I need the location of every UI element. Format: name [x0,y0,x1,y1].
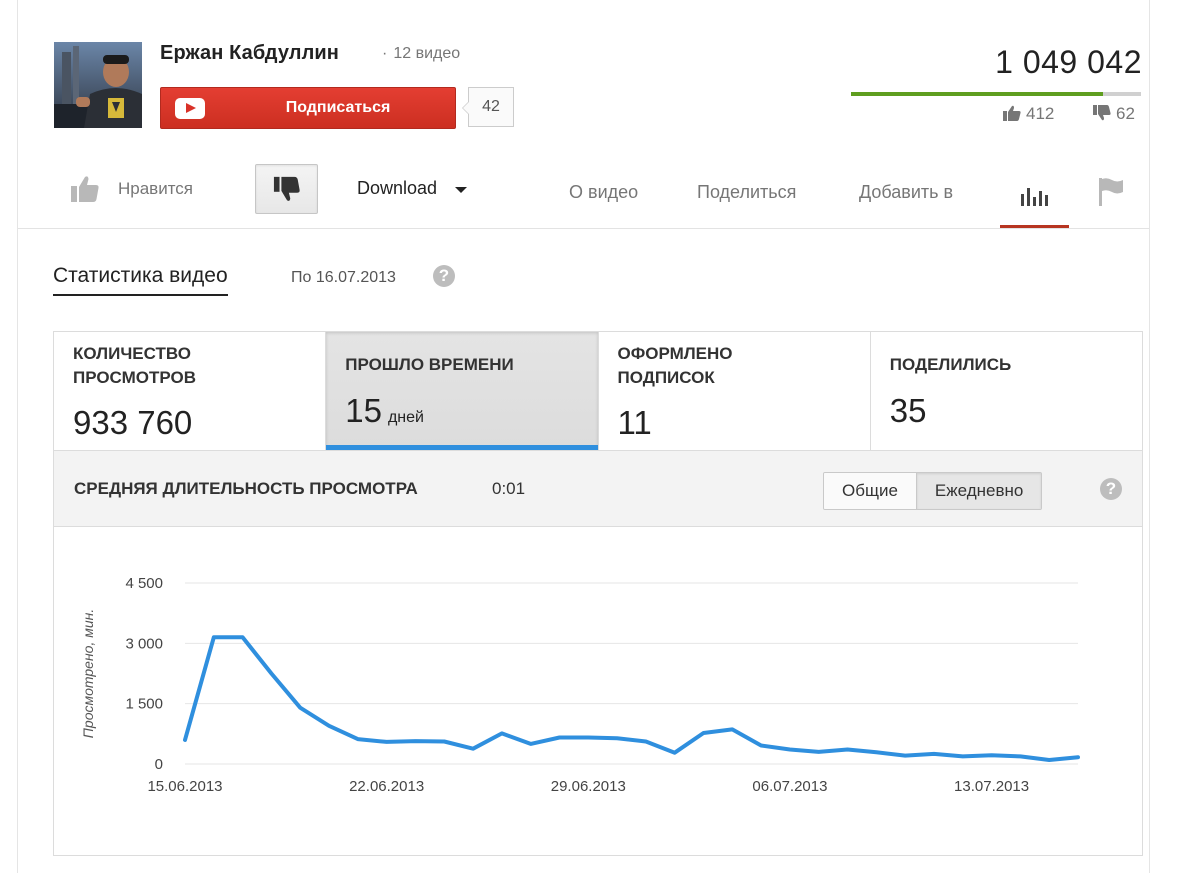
toggle-daily[interactable]: Ежедневно [915,473,1042,509]
stats-title: Статистика видео [53,264,228,296]
x-tick-label: 13.07.2013 [954,778,1029,795]
download-button[interactable]: Download [357,178,468,199]
active-tab-indicator [1000,225,1069,228]
right-border [1149,0,1150,873]
tab-add-to[interactable]: Добавить в [859,182,954,202]
x-tick-label: 06.07.2013 [752,778,827,795]
x-tick-label: 29.06.2013 [551,778,626,795]
like-label: Нравится [118,179,194,198]
metric-shares-label: ПОДЕЛИЛИСЬ [889,355,1012,374]
like-ratio-fill [851,92,1104,96]
avg-duration-bar: СРЕДНЯЯ ДЛИТЕЛЬНОСТЬ ПРОСМОТРА 0:01 Общи… [53,451,1143,527]
flag-icon [1099,178,1123,206]
y-tick-label: 3 000 [125,635,163,652]
download-label: Download [357,178,438,198]
header-divider [18,228,1149,229]
y-tick-label: 4 500 [125,575,163,592]
subscriber-count: 42 [462,87,514,127]
x-tick-label: 22.06.2013 [349,778,424,795]
thumb-down-icon [273,176,300,201]
stats-date: По 16.07.2013 [291,269,396,286]
avg-duration-value: 0:01 [492,479,526,498]
metric-time-value: 15 [345,392,382,429]
y-axis-title: Просмотрено, мин. [80,609,96,738]
chevron-down-icon [455,186,468,193]
thumb-up-icon [71,176,99,202]
metric-subscriptions-value: 11 [617,404,652,441]
metric-time-label: ПРОШЛО ВРЕМЕНИ [345,355,514,374]
help-icon[interactable]: ? [1100,478,1122,500]
thumb-down-icon [1093,105,1111,121]
video-count[interactable]: · 12 видео [382,45,461,62]
metric-views[interactable]: КОЛИЧЕСТВО ПРОСМОТРОВ 933 760 [54,332,327,450]
like-count: 412 [1003,104,1054,124]
chart-container: 0 1 500 3 000 4 500 15.06.2013 22.06.2013 29.0… [53,527,1143,856]
x-tick-label: 15.06.2013 [147,778,222,795]
metric-views-value: 933 760 [73,404,193,441]
dislike-button[interactable] [255,164,318,214]
series-line [183,635,1080,762]
active-metric-indicator [326,445,598,450]
view-count-total: 1 049 042 [995,44,1142,80]
metric-views-label: КОЛИЧЕСТВО ПРОСМОТРОВ [73,344,196,387]
line-chart: 0 1 500 3 000 4 500 15.06.2013 22.06.2013 29.0… [80,575,1080,795]
tab-statistics[interactable] [1000,168,1069,228]
metric-shares[interactable]: ПОДЕЛИЛИСЬ 35 [871,332,1142,450]
like-ratio-bar [851,92,1141,96]
thumb-up-icon [1003,105,1021,121]
metrics-row: КОЛИЧЕСТВО ПРОСМОТРОВ 933 760 ПРОШЛО ВРЕ… [53,331,1143,451]
avg-duration-label: СРЕДНЯЯ ДЛИТЕЛЬНОСТЬ ПРОСМОТРА [74,479,418,498]
chart-mode-toggle: Общие Ежедневно [823,472,1043,510]
channel-avatar[interactable] [54,42,142,128]
y-tick-label: 0 [155,756,163,773]
like-button[interactable]: Нравится [70,172,193,206]
dislike-count: 62 [1093,104,1135,124]
video-count-text: 12 видео [393,45,461,62]
left-border [17,0,18,873]
help-icon[interactable]: ? [433,265,455,287]
metric-subscriptions[interactable]: ОФОРМЛЕНО ПОДПИСОК 11 [599,332,871,450]
bar-chart-icon [1021,188,1048,206]
metric-time-elapsed[interactable]: ПРОШЛО ВРЕМЕНИ 15 дней [326,332,599,450]
toggle-total[interactable]: Общие [824,473,916,509]
metric-shares-value: 35 [889,392,927,429]
channel-name[interactable]: Ержан Кабдуллин [160,42,339,64]
metric-subscriptions-label: ОФОРМЛЕНО ПОДПИСОК [617,344,733,387]
metric-time-unit: дней [387,409,424,426]
report-flag-button[interactable] [1097,176,1125,211]
subscribe-label: Подписаться [285,99,391,116]
like-count-text: 412 [1026,104,1055,123]
subscribe-button[interactable]: Подписаться [160,87,456,129]
dislike-count-text: 62 [1116,104,1135,123]
y-tick-label: 1 500 [125,696,163,713]
tab-share[interactable]: Поделиться [697,182,797,202]
tab-about[interactable]: О видео [569,182,639,202]
youtube-logo-icon [175,98,205,119]
